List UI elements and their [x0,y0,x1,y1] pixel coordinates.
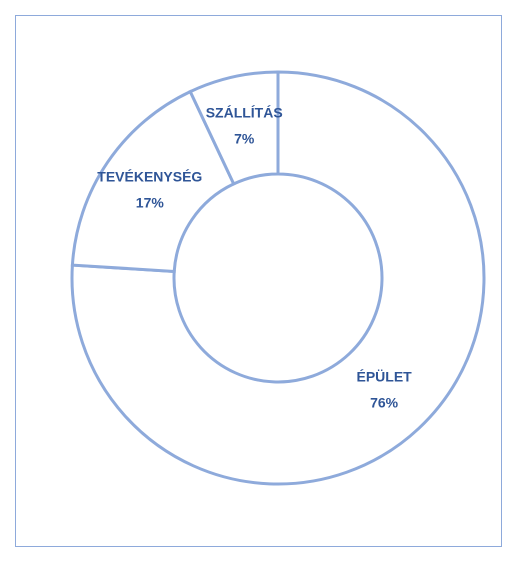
slice-category-label: TEVÉKENYSÉG [97,169,202,185]
donut-slice [70,70,486,486]
donut-slice [70,89,236,274]
slice-category-label: SZÁLLÍTÁS [206,104,283,120]
slice-value-label: 7% [234,130,255,146]
donut-slice [188,70,280,186]
slice-value-label: 76% [370,395,399,411]
slice-value-label: 17% [136,195,165,211]
slice-category-label: ÉPÜLET [356,369,412,385]
